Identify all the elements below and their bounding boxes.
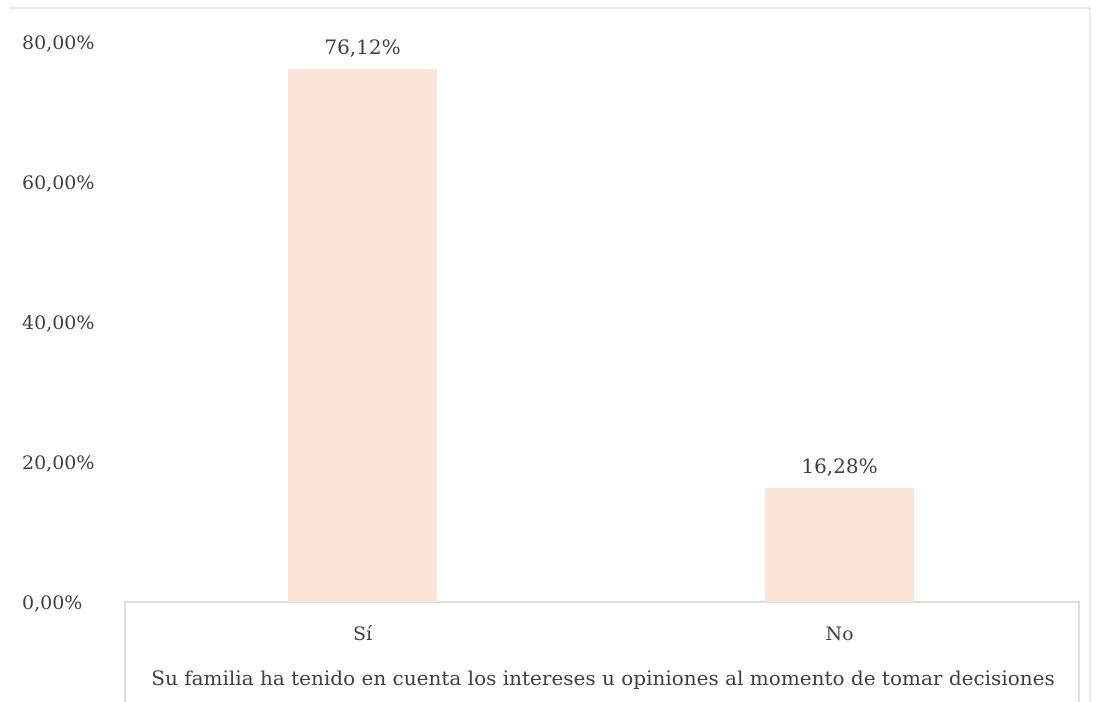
outer-border xyxy=(10,7,1091,702)
y-tick-label: 20,00% xyxy=(22,452,94,474)
bars xyxy=(288,69,914,602)
y-tick-label: 80,00% xyxy=(22,32,94,54)
y-axis-tick-labels: 0,00% 20,00% 40,00% 60,00% 80,00% xyxy=(22,32,94,614)
x-axis-line xyxy=(124,601,1080,702)
data-labels: 76,12% 16,28% xyxy=(324,35,877,478)
bar xyxy=(765,488,914,602)
data-label: 76,12% xyxy=(324,35,400,59)
x-axis-title: Su familia ha tenido en cuenta los inter… xyxy=(151,666,1054,690)
bar xyxy=(288,69,437,602)
data-label: 16,28% xyxy=(801,454,877,478)
x-tick-label: No xyxy=(825,623,853,645)
y-tick-label: 40,00% xyxy=(22,312,94,334)
y-tick-label: 0,00% xyxy=(22,592,82,614)
y-tick-label: 60,00% xyxy=(22,172,94,194)
x-axis-category-labels: Sí No xyxy=(353,623,854,645)
x-tick-label: Sí xyxy=(353,623,373,645)
chart-frame xyxy=(10,7,1091,702)
